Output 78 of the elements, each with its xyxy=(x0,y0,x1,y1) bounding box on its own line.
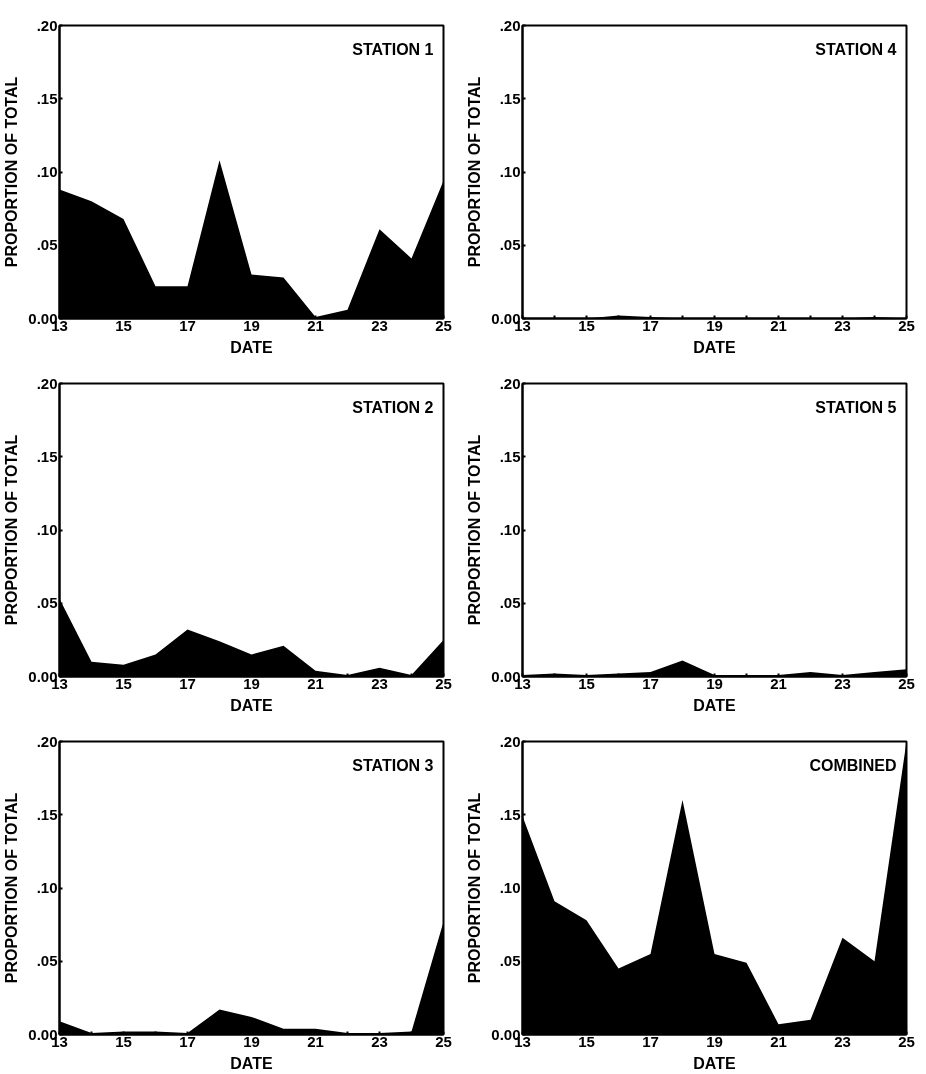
x-tick-label: 17 xyxy=(179,1032,196,1050)
y-tick-label: .05 xyxy=(499,594,521,612)
x-axis-title: DATE xyxy=(230,338,274,356)
y-tick-label: .20 xyxy=(499,16,521,34)
x-tick-label: 17 xyxy=(179,316,196,334)
y-axis-title: PROPORTION OF TOTAL xyxy=(466,792,484,984)
x-tick-label: 25 xyxy=(435,1032,452,1050)
x-tick-label: 17 xyxy=(642,316,659,334)
x-tick-label: 19 xyxy=(706,316,723,334)
x-axis-title: DATE xyxy=(693,696,737,714)
y-tick-label: .10 xyxy=(36,879,58,896)
y-axis-title: PROPORTION OF TOTAL xyxy=(466,76,484,268)
y-tick-label: .15 xyxy=(499,89,521,107)
y-axis-title: PROPORTION OF TOTAL xyxy=(3,434,21,626)
x-tick-label: 23 xyxy=(371,1032,388,1050)
x-tick-label: 25 xyxy=(898,316,915,334)
y-tick-label: .15 xyxy=(36,805,58,823)
x-tick-label: 25 xyxy=(435,674,452,692)
x-tick-label: 25 xyxy=(898,674,915,692)
y-tick-label: .05 xyxy=(36,952,58,970)
x-tick-label: 23 xyxy=(834,1032,851,1050)
y-axis-title: PROPORTION OF TOTAL xyxy=(3,792,21,984)
x-tick-label: 23 xyxy=(371,674,388,692)
y-tick-label: .15 xyxy=(499,805,521,823)
y-tick-label: .15 xyxy=(36,89,58,107)
x-tick-label: 23 xyxy=(834,316,851,334)
y-axis-title: PROPORTION OF TOTAL xyxy=(3,76,21,268)
x-tick-label: 19 xyxy=(243,1032,260,1050)
text: STATION 4 xyxy=(815,40,897,58)
y-tick-label: .15 xyxy=(36,447,58,465)
x-tick-label: 25 xyxy=(898,1032,915,1050)
text: STATION 2 xyxy=(352,398,434,416)
x-axis-title: DATE xyxy=(693,1054,737,1072)
x-tick-label: 15 xyxy=(115,316,132,334)
x-axis-title: DATE xyxy=(230,696,274,714)
y-tick-label: .20 xyxy=(36,732,58,750)
y-tick-label: .05 xyxy=(36,594,58,612)
x-tick-label: 23 xyxy=(371,316,388,334)
x-tick-label: 17 xyxy=(642,1032,659,1050)
x-tick-label: 15 xyxy=(115,1032,132,1050)
y-tick-label: .10 xyxy=(499,879,521,896)
x-tick-label: 19 xyxy=(243,674,260,692)
text: STATION 5 xyxy=(815,398,897,416)
text: STATION 3 xyxy=(352,756,434,774)
text: STATION 1 xyxy=(352,40,434,58)
y-tick-label: .20 xyxy=(499,374,521,392)
x-tick-label: 17 xyxy=(179,674,196,692)
x-tick-label: 19 xyxy=(706,674,723,692)
y-tick-label: .05 xyxy=(499,236,521,254)
x-tick-label: 23 xyxy=(834,674,851,692)
y-tick-label: .20 xyxy=(36,16,58,34)
x-tick-label: 21 xyxy=(307,1032,324,1050)
x-tick-label: 19 xyxy=(706,1032,723,1050)
x-tick-label: 15 xyxy=(578,674,595,692)
x-tick-label: 19 xyxy=(243,316,260,334)
y-tick-label: .10 xyxy=(36,521,58,538)
x-tick-label: 25 xyxy=(435,316,452,334)
y-tick-label: .10 xyxy=(499,163,521,180)
x-tick-label: 21 xyxy=(770,1032,787,1050)
y-tick-label: .05 xyxy=(499,952,521,970)
x-tick-label: 21 xyxy=(770,674,787,692)
x-tick-label: 17 xyxy=(642,674,659,692)
y-tick-label: .20 xyxy=(36,374,58,392)
x-tick-label: 15 xyxy=(115,674,132,692)
y-tick-label: .10 xyxy=(499,521,521,538)
y-tick-label: .05 xyxy=(36,236,58,254)
x-axis-title: DATE xyxy=(693,338,737,356)
text: COMBINED xyxy=(809,756,897,774)
y-axis-title: PROPORTION OF TOTAL xyxy=(466,434,484,626)
x-tick-label: 21 xyxy=(770,316,787,334)
x-tick-label: 15 xyxy=(578,316,595,334)
x-tick-label: 15 xyxy=(578,1032,595,1050)
y-tick-label: .20 xyxy=(499,732,521,750)
x-axis-title: DATE xyxy=(230,1054,274,1072)
x-tick-label: 21 xyxy=(307,316,324,334)
y-tick-label: .15 xyxy=(499,447,521,465)
y-tick-label: .10 xyxy=(36,163,58,180)
x-tick-label: 21 xyxy=(307,674,324,692)
